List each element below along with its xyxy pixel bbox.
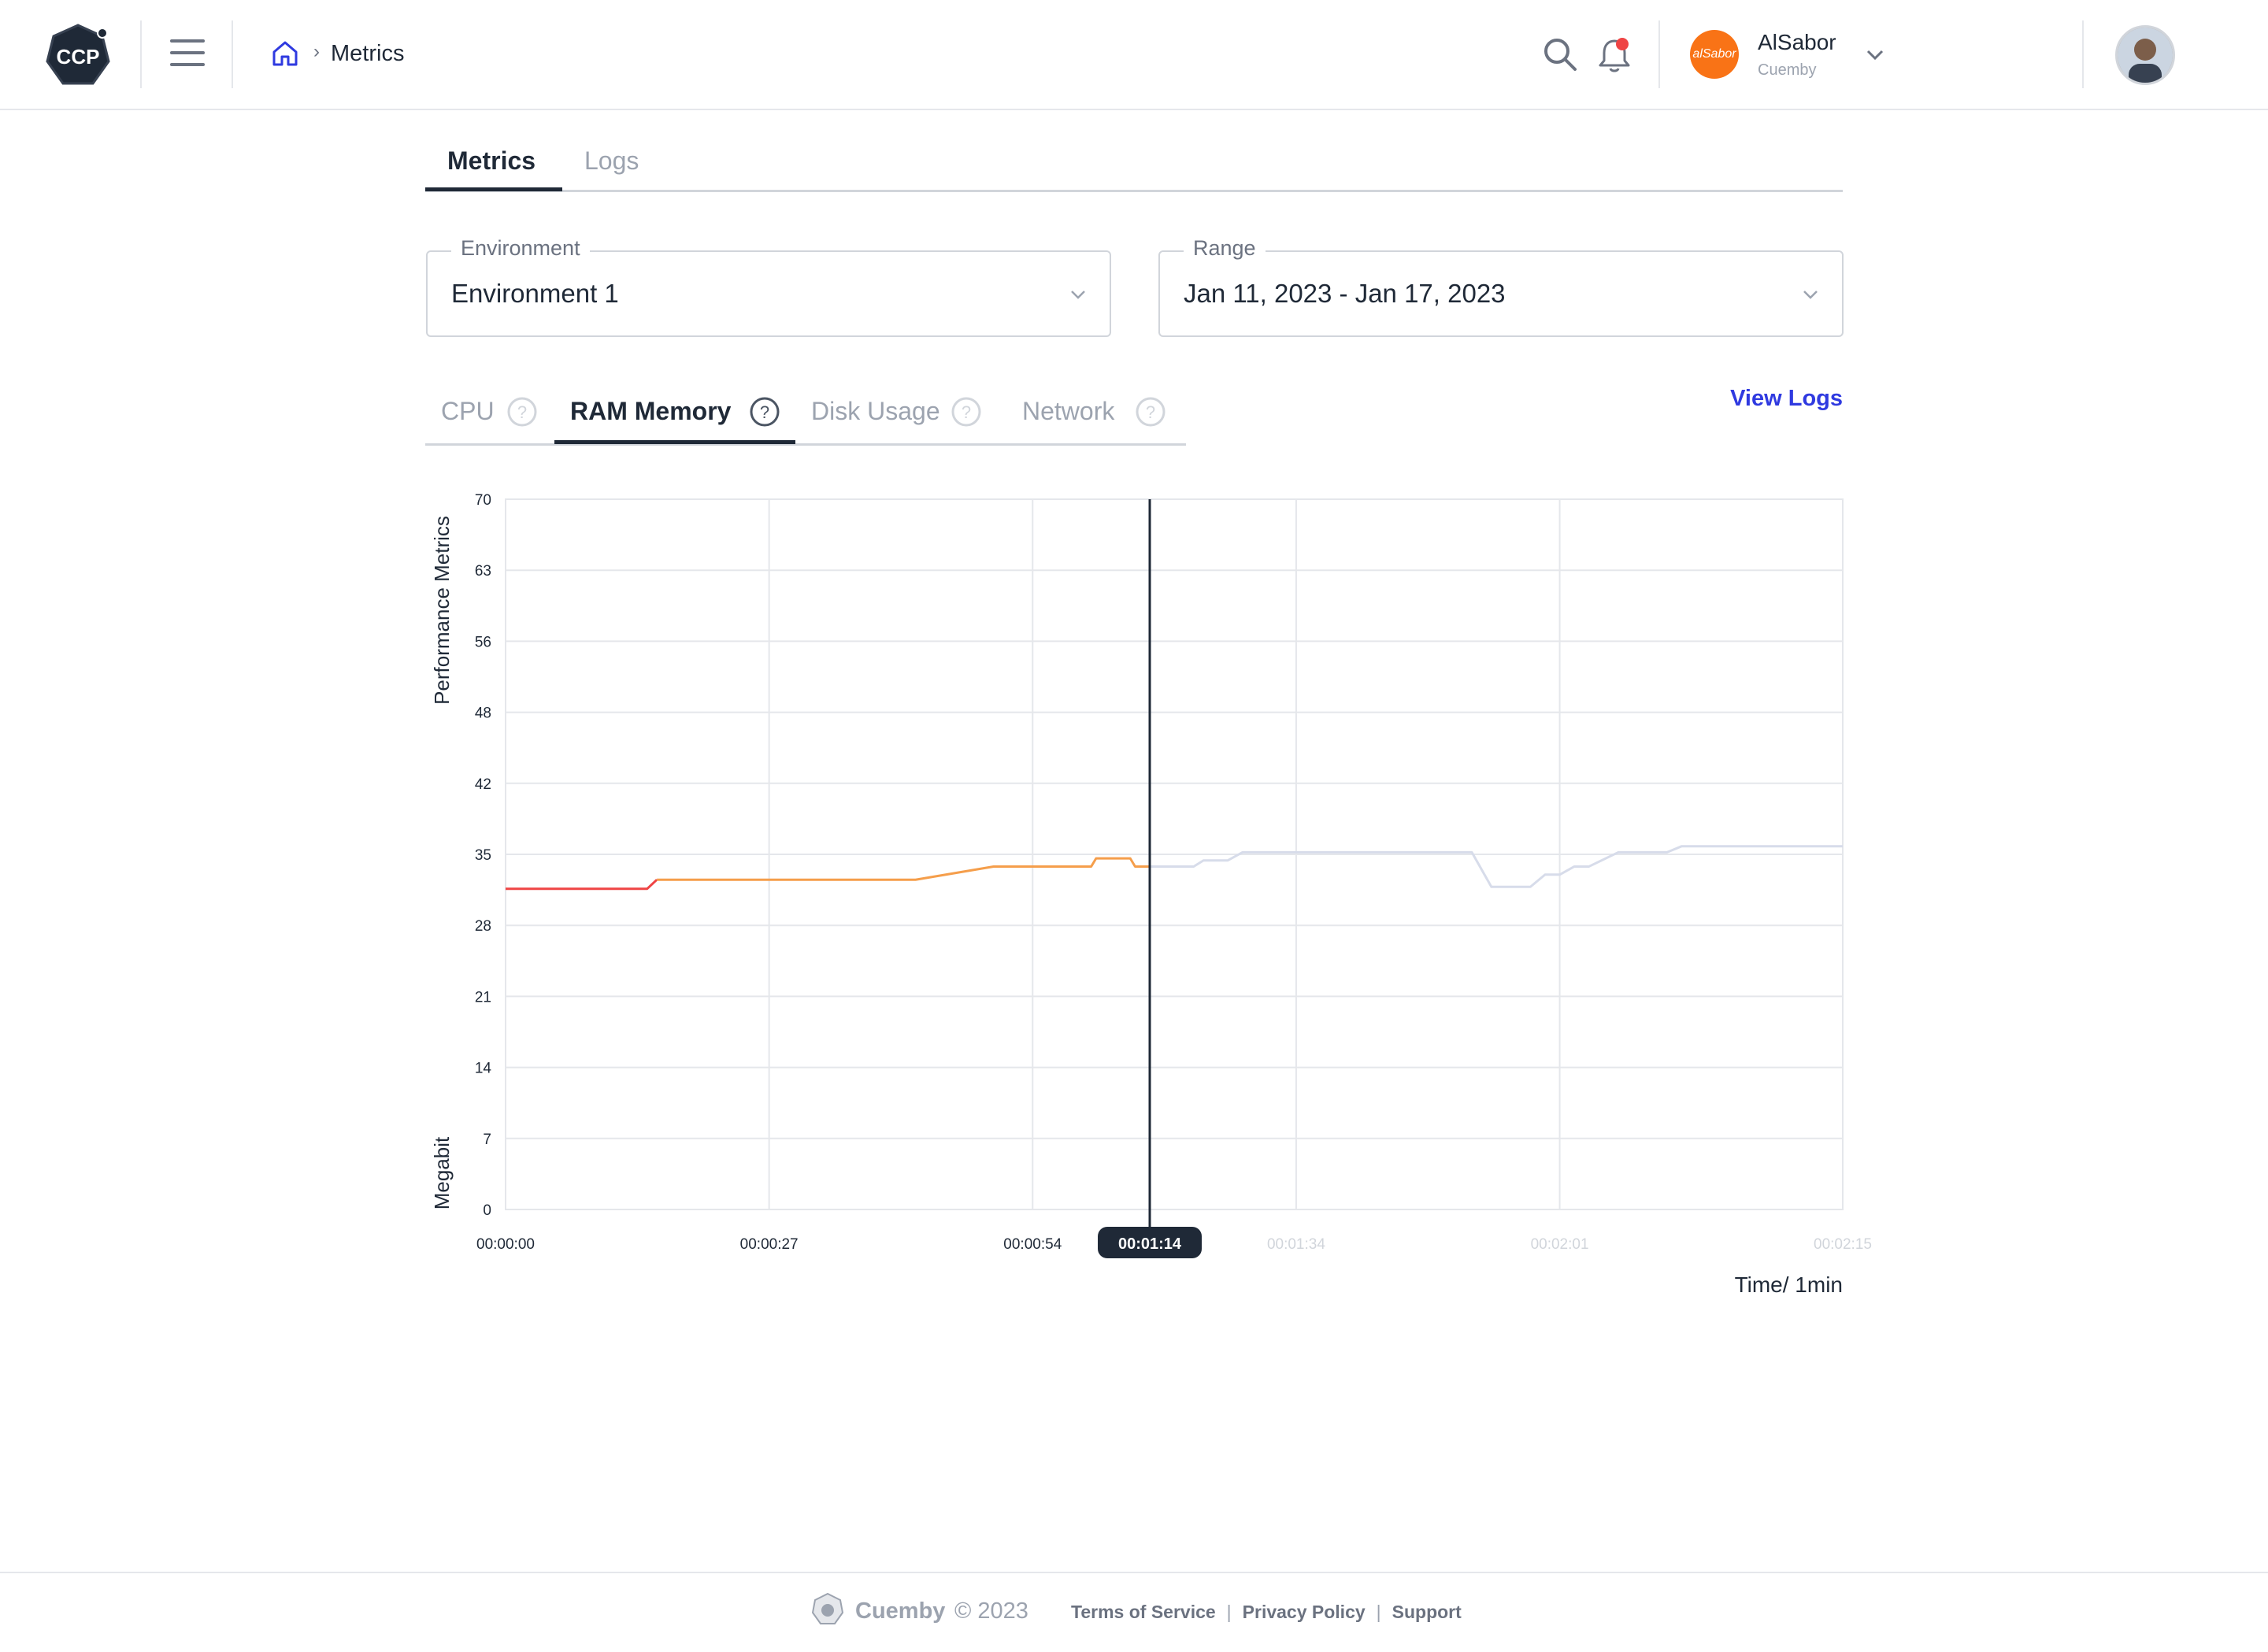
series-line-start: [506, 879, 658, 891]
tab-disk-usage-label: Disk Usage: [811, 397, 940, 425]
y-tick-label: 35: [475, 847, 491, 864]
help-icon[interactable]: ?: [1134, 395, 1167, 428]
org-name: AlSabor: [1758, 30, 1836, 54]
help-icon[interactable]: ?: [506, 395, 539, 428]
organization-switcher[interactable]: alSabor AlSabor Cuemby: [1690, 27, 1895, 83]
footer-brand: Cuemby: [855, 1598, 946, 1624]
tab-cpu[interactable]: CPU ?: [441, 397, 543, 441]
breadcrumb-current: Metrics: [331, 41, 405, 66]
x-tick-label: 00:00:27: [740, 1236, 799, 1253]
active-metric-indicator: [554, 440, 795, 444]
y-axis-unit: Megabit: [430, 1136, 454, 1209]
x-axis-unit: Time/ 1min: [1734, 1272, 1843, 1297]
cuemby-logo: [811, 1592, 844, 1624]
tab-network-label: Network: [1022, 397, 1115, 425]
cursor-badge: [1098, 1227, 1203, 1258]
environment-select[interactable]: Environment Environment 1: [426, 236, 1111, 337]
tab-disk-usage[interactable]: Disk Usage ?: [811, 397, 1000, 441]
svg-text:?: ?: [517, 402, 527, 422]
user-avatar[interactable]: [2115, 25, 2175, 85]
y-tick-label: 28: [475, 918, 491, 935]
notification-dot: [1616, 38, 1629, 50]
y-tick-label: 63: [475, 563, 491, 580]
footer-separator: |: [1226, 1602, 1232, 1622]
environment-label: Environment: [451, 236, 590, 261]
footer: Cuemby © 2023 Terms of Service | Privacy P…: [0, 1572, 2268, 1652]
y-tick-label: 14: [475, 1061, 492, 1077]
svg-text:?: ?: [962, 402, 971, 422]
help-icon[interactable]: ?: [748, 395, 781, 428]
tab-metrics[interactable]: Metrics: [447, 146, 536, 175]
x-tick-label: 00:01:34: [1267, 1236, 1325, 1253]
y-axis-unit-text: Megabit: [430, 1136, 454, 1209]
ram-memory-chart: 0 7 14 21 28 35 42 48 56 63 70 00:00:00 00:00:27 00:0…: [475, 492, 1872, 1258]
footer-links: Terms of Service | Privacy Policy | Support: [1071, 1602, 1462, 1623]
range-select[interactable]: Range Jan 11, 2023 - Jan 17, 2023: [1158, 236, 1844, 337]
ccp-logo[interactable]: CCP: [44, 22, 112, 90]
org-avatar: alSabor: [1690, 30, 1739, 79]
cursor-label: 00:01:14: [1118, 1235, 1182, 1253]
divider: [232, 20, 233, 88]
active-tab-indicator: [425, 187, 562, 191]
tab-network[interactable]: Network ?: [1022, 397, 1180, 441]
logo-text: CCP: [57, 45, 100, 69]
series-line-future: [1150, 845, 1843, 888]
x-tick-label: 00:00:54: [1003, 1236, 1062, 1253]
footer-separator: |: [1376, 1602, 1381, 1622]
y-tick-label: 7: [483, 1132, 491, 1148]
privacy-policy-link[interactable]: Privacy Policy: [1242, 1602, 1366, 1622]
series-line-mid: [657, 857, 1151, 881]
menu-button[interactable]: [170, 39, 205, 69]
y-axis-title: Performance Metrics: [430, 516, 454, 705]
environment-value: Environment 1: [451, 279, 619, 308]
home-icon[interactable]: [269, 38, 301, 69]
search-icon[interactable]: [1542, 36, 1578, 72]
svg-text:?: ?: [760, 402, 769, 422]
tab-logs[interactable]: Logs: [584, 146, 639, 175]
y-tick-label: 0: [483, 1202, 491, 1219]
tab-cpu-label: CPU: [441, 397, 495, 425]
chevron-down-icon: [1803, 291, 1818, 299]
metric-tabs: CPU ? RAM Memory ? Disk Usage ? Network …: [425, 394, 1186, 446]
y-tick-label: 48: [475, 706, 491, 722]
breadcrumb-separator: ›: [313, 41, 320, 62]
chevron-down-icon: [1071, 291, 1085, 299]
range-label: Range: [1184, 236, 1266, 261]
footer-copyright: © 2023: [954, 1598, 1028, 1624]
y-tick-label: 56: [475, 634, 491, 650]
y-tick-label: 70: [475, 492, 491, 509]
top-bar: CCP › Metrics alSabor AlSabor Cuemby: [0, 0, 2268, 110]
support-link[interactable]: Support: [1392, 1602, 1462, 1622]
chevron-down-icon: [1866, 50, 1884, 61]
view-logs-link[interactable]: View Logs: [1730, 386, 1843, 411]
tab-ram-memory[interactable]: RAM Memory ?: [570, 397, 799, 441]
user-photo: [2118, 28, 2173, 83]
page-tabs: Metrics Logs: [425, 142, 1843, 192]
terms-of-service-link[interactable]: Terms of Service: [1071, 1602, 1216, 1622]
x-tick-label: 00:02:15: [1814, 1236, 1872, 1253]
x-tick-label: 00:02:01: [1531, 1236, 1589, 1253]
x-tick-label: 00:00:00: [476, 1236, 535, 1253]
svg-text:?: ?: [1146, 402, 1155, 422]
divider: [2082, 20, 2084, 88]
divider: [1658, 20, 1660, 88]
y-tick-label: 21: [475, 989, 491, 1006]
y-tick-label: 42: [475, 776, 491, 793]
org-company: Cuemby: [1758, 61, 1817, 79]
range-value: Jan 11, 2023 - Jan 17, 2023: [1184, 279, 1506, 308]
tab-ram-memory-label: RAM Memory: [570, 397, 732, 425]
y-axis-title-text: Performance Metrics: [430, 516, 454, 705]
divider: [140, 20, 142, 88]
help-icon[interactable]: ?: [950, 395, 983, 428]
